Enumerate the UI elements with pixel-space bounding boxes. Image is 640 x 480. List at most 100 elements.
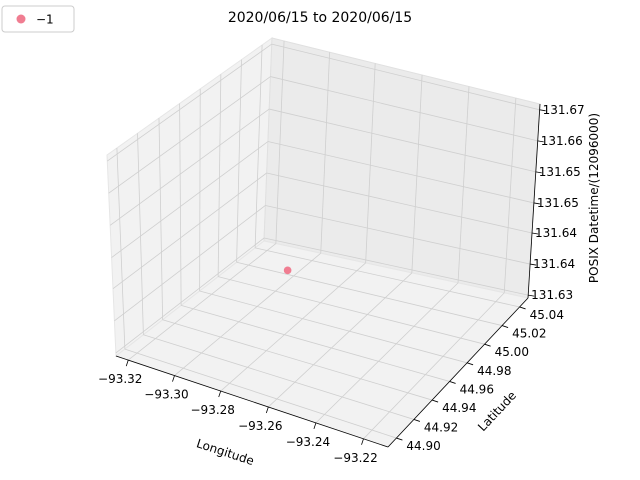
y-tick-label: 44.90 bbox=[406, 439, 440, 453]
y-tick-mark bbox=[466, 362, 474, 366]
z-grid-line-back bbox=[265, 205, 531, 265]
z-tick-mark bbox=[539, 109, 546, 112]
y-tick-label: 45.02 bbox=[512, 327, 546, 341]
x-tick-label: −93.26 bbox=[238, 419, 282, 433]
z-axis-label: POSIX Datetime/(12096000) bbox=[587, 113, 601, 283]
z-grid-line-back bbox=[269, 108, 536, 173]
z-tick-label: 131.64 bbox=[533, 257, 575, 271]
z-tick-mark bbox=[528, 294, 535, 297]
y-grid-line-side bbox=[236, 59, 242, 263]
y-tick-label: 44.94 bbox=[442, 401, 476, 415]
z-grid-line-side bbox=[111, 141, 269, 258]
y-grid-line bbox=[181, 305, 450, 382]
y-axis-line bbox=[387, 297, 529, 448]
legend-marker bbox=[16, 14, 26, 24]
data-point bbox=[283, 266, 292, 275]
x-grid-line bbox=[127, 243, 277, 361]
x-grid-line-back bbox=[320, 52, 331, 254]
z-tick-label: 131.66 bbox=[541, 134, 583, 148]
x-axis-label: Longitude bbox=[195, 436, 256, 468]
y-grid-line bbox=[143, 334, 415, 420]
z-grid-line-side bbox=[114, 205, 266, 322]
x-grid-line-back bbox=[411, 74, 423, 273]
x-grid-line-back bbox=[275, 40, 285, 244]
x-grid-line bbox=[174, 252, 322, 376]
y-tick-mark bbox=[484, 343, 491, 347]
y-tick-mark bbox=[396, 437, 403, 441]
z-grid-line-side bbox=[108, 76, 271, 194]
z-tick-label: 131.64 bbox=[535, 226, 577, 240]
y-tick-label: 45.00 bbox=[495, 345, 529, 359]
y-grid-line-side bbox=[158, 118, 164, 320]
z-tick-mark bbox=[531, 232, 539, 235]
x-tick-label: −93.30 bbox=[144, 388, 188, 402]
y-grid-line bbox=[162, 319, 433, 401]
chart-title: 2020/06/15 to 2020/06/15 bbox=[228, 10, 412, 26]
z-grid-line-back bbox=[266, 172, 533, 234]
y-grid-line bbox=[124, 348, 397, 439]
z-grid-line-back bbox=[264, 237, 529, 296]
legend: −1 bbox=[1, 5, 75, 33]
tick-marks: −93.32−93.30−93.28−93.26 −93.24−93.22 44.9… bbox=[98, 103, 585, 465]
z-grid-line-side bbox=[107, 43, 272, 162]
y-tick-label: 44.96 bbox=[460, 382, 494, 396]
x-tick-label: −93.28 bbox=[191, 403, 235, 417]
y-grid-line-side bbox=[217, 74, 222, 277]
x-tick-mark bbox=[218, 390, 222, 398]
x-tick-label: −93.22 bbox=[333, 451, 377, 465]
z-tick-mark bbox=[537, 140, 544, 143]
y-grid-line bbox=[255, 247, 520, 308]
z-tick-label: 131.65 bbox=[537, 196, 579, 210]
z-tick-mark bbox=[530, 263, 537, 266]
z-tick-label: 131.67 bbox=[543, 103, 585, 117]
x-tick-mark bbox=[313, 422, 317, 430]
z-grid-line-side bbox=[109, 108, 270, 226]
y-grid-line-side bbox=[179, 103, 182, 306]
z-tick-label: 131.63 bbox=[531, 288, 573, 302]
z-grid-line-back bbox=[270, 76, 538, 142]
x-tick-mark bbox=[172, 375, 175, 382]
y-grid-line bbox=[218, 276, 485, 345]
x-tick-mark bbox=[361, 438, 364, 445]
x-grid-line-back bbox=[503, 98, 517, 293]
y-grid-line-side bbox=[116, 147, 126, 350]
z-grid-line-side bbox=[115, 237, 265, 354]
y-grid-line-side bbox=[254, 45, 263, 248]
y-grid-line-side bbox=[137, 133, 144, 335]
data-points bbox=[283, 266, 292, 275]
y-grid-line-side bbox=[199, 88, 201, 292]
x-tick-label: −93.32 bbox=[98, 372, 142, 386]
z-grid-line-back bbox=[267, 141, 534, 204]
y-grid-line bbox=[199, 290, 468, 364]
x-tick-mark bbox=[265, 406, 269, 414]
x-grid-line bbox=[220, 262, 366, 392]
y-tick-mark bbox=[501, 325, 509, 328]
y-tick-mark bbox=[449, 381, 456, 384]
y-grid-line bbox=[236, 261, 503, 326]
z-tick-mark bbox=[533, 202, 540, 205]
x-tick-mark bbox=[125, 359, 129, 367]
z-tick-label: 131.65 bbox=[539, 165, 581, 179]
y-tick-label: 44.92 bbox=[424, 420, 458, 434]
x-axis-line bbox=[115, 355, 389, 448]
x-grid-line bbox=[315, 282, 459, 424]
grid-lines bbox=[107, 40, 540, 440]
y-tick-mark bbox=[519, 306, 526, 310]
x-grid-line-back bbox=[365, 63, 376, 263]
x-grid-line bbox=[268, 272, 413, 408]
x-tick-label: −93.24 bbox=[286, 435, 330, 449]
legend-box bbox=[1, 5, 75, 33]
x-grid-line-back bbox=[457, 86, 470, 283]
z-grid-line-side bbox=[112, 172, 267, 289]
legend-label: −1 bbox=[36, 13, 54, 27]
y-tick-label: 45.04 bbox=[530, 308, 564, 322]
y-tick-mark bbox=[413, 419, 421, 422]
y-tick-label: 44.98 bbox=[477, 364, 511, 378]
z-axis-line bbox=[527, 103, 541, 299]
x-grid-line bbox=[363, 292, 505, 440]
z-tick-mark bbox=[535, 171, 542, 174]
y-tick-mark bbox=[431, 399, 439, 403]
z-grid-line-back bbox=[271, 43, 540, 111]
